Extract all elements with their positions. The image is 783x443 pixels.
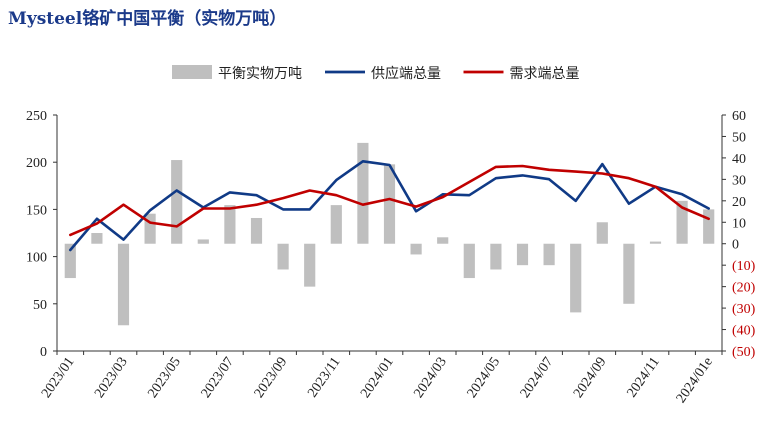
bar-2024/02 <box>410 243 422 255</box>
supply-line <box>69 160 711 252</box>
bar-2023/06 <box>197 239 209 244</box>
bar-2023/07 <box>224 205 236 244</box>
chart-axes <box>53 114 726 355</box>
y-right-tick-label: 50 <box>732 130 746 145</box>
bar-2023/03 <box>117 243 130 326</box>
bar-2024/01 <box>383 164 396 244</box>
demand-line <box>69 164 711 237</box>
x-tick-label: 2024/01e <box>674 355 716 406</box>
legend-label: 需求端总量 <box>510 66 580 82</box>
y-right-tick-label: (50) <box>732 345 756 360</box>
y-right-tick-label: (30) <box>732 302 756 317</box>
x-tick-label: 2024/05 <box>465 355 504 401</box>
legend-swatch-bar <box>172 65 212 79</box>
x-tick-label: 2023/05 <box>145 355 184 401</box>
bar-2024/07 <box>543 243 555 266</box>
y-left-tick-label: 100 <box>26 251 47 266</box>
y-right-tick-label: (40) <box>732 324 756 339</box>
legend-label: 供应端总量 <box>371 65 441 82</box>
x-tick-label: 2023/01 <box>39 355 78 401</box>
bar-2023/02 <box>91 233 103 244</box>
y-right-tick-label: 30 <box>732 173 746 188</box>
y-left-tick-label: 250 <box>26 109 47 124</box>
x-tick-label: 2023/03 <box>92 355 131 401</box>
bar-2024/10 <box>623 243 635 304</box>
bar-2024/12 <box>676 200 688 244</box>
y-right-tick-label: (10) <box>732 259 756 274</box>
chart-legend: 平衡实物万吨 供应端总量 需求端总量 <box>172 65 580 82</box>
bar-2024/05 <box>490 243 502 270</box>
bar-2024/09 <box>596 222 608 244</box>
x-tick-label: 2023/07 <box>199 355 238 401</box>
y-right-tick-label: 0 <box>732 238 739 253</box>
bar-2024/11 <box>649 241 662 244</box>
bar-2023/11 <box>330 205 342 244</box>
x-tick-label: 2024/11 <box>624 355 662 401</box>
y-right-tick-label: 10 <box>732 216 746 231</box>
bar-2023/12 <box>357 142 369 244</box>
x-tick-label: 2024/09 <box>571 355 610 401</box>
legend-label: 平衡实物万吨 <box>218 66 302 82</box>
bar-2023/10 <box>304 243 316 287</box>
chart-title: Mysteel铬矿中国平衡（实物万吨） <box>8 9 287 29</box>
bar-2024/03 <box>437 237 449 244</box>
line-series <box>69 160 711 252</box>
y-left-tick-label: 150 <box>26 203 47 218</box>
bar-2023/09 <box>277 243 289 270</box>
bar-2024/08 <box>570 243 582 313</box>
x-tick-label: 2024/07 <box>518 355 557 401</box>
y-left-tick-label: 0 <box>40 345 47 360</box>
y-right-tick-label: 40 <box>732 152 746 167</box>
x-tick-label: 2023/09 <box>252 355 291 401</box>
bar-2023/04 <box>144 213 156 244</box>
bar-2024/06 <box>516 243 529 266</box>
y-right-tick-label: 20 <box>732 195 746 210</box>
y-left-tick-label: 50 <box>33 298 47 313</box>
bar-2023/05 <box>171 160 183 244</box>
y-right-tick-label: 60 <box>732 109 746 124</box>
x-tick-label: 2024/03 <box>411 355 450 401</box>
x-tick-label: 2024/01 <box>358 355 397 401</box>
bar-2023/01 <box>64 243 76 279</box>
y-left-tick-label: 200 <box>26 156 47 171</box>
y-right-tick-label: (20) <box>732 281 756 296</box>
bar-2023/08 <box>250 217 263 244</box>
bar-2024/04 <box>463 243 475 279</box>
x-tick-label: 2023/11 <box>305 355 343 401</box>
bar-series-balance <box>64 142 715 326</box>
bar-2024/01e <box>703 209 715 244</box>
